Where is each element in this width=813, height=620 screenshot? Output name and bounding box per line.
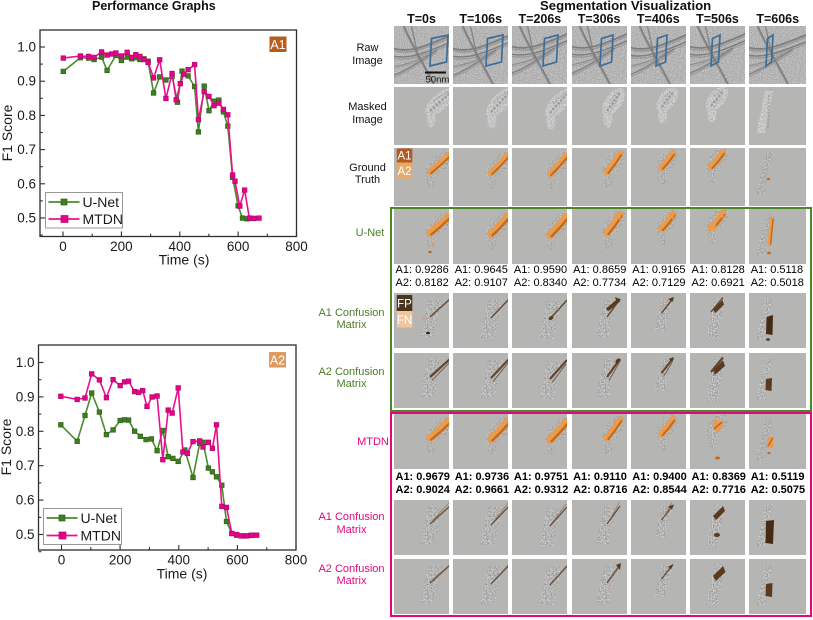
svg-text:400: 400 — [168, 553, 191, 568]
svg-text:A2: A2 — [397, 166, 411, 178]
svg-text:0: 0 — [59, 239, 67, 254]
svg-text:A2: A2 — [270, 354, 285, 368]
svg-text:0.7: 0.7 — [16, 458, 35, 473]
svg-text:F1 Score: F1 Score — [0, 418, 14, 475]
svg-text:MTDN: MTDN — [81, 528, 121, 544]
svg-text:600: 600 — [227, 239, 250, 254]
svg-text:0: 0 — [58, 553, 66, 568]
svg-text:A1: A1 — [397, 151, 411, 163]
svg-text:0.9: 0.9 — [16, 389, 35, 404]
svg-text:F1 Score: F1 Score — [0, 104, 15, 161]
svg-text:400: 400 — [169, 239, 192, 254]
svg-text:FP: FP — [397, 298, 412, 310]
svg-text:FN: FN — [397, 315, 412, 327]
svg-text:U-Net: U-Net — [83, 194, 120, 210]
svg-text:0.6: 0.6 — [17, 176, 36, 191]
svg-text:Time (s): Time (s) — [159, 252, 210, 268]
svg-text:800: 800 — [285, 239, 308, 254]
svg-text:0.7: 0.7 — [17, 142, 36, 157]
svg-text:200: 200 — [109, 553, 132, 568]
svg-text:U-Net: U-Net — [81, 510, 118, 526]
svg-text:MTDN: MTDN — [83, 211, 123, 227]
svg-text:A1: A1 — [270, 38, 285, 52]
svg-text:1.0: 1.0 — [16, 355, 35, 370]
svg-text:0.8: 0.8 — [17, 108, 36, 123]
svg-text:Time (s): Time (s) — [157, 566, 208, 582]
svg-text:0.6: 0.6 — [16, 493, 35, 508]
svg-text:200: 200 — [110, 239, 133, 254]
svg-text:1.0: 1.0 — [17, 40, 36, 55]
svg-text:600: 600 — [226, 553, 249, 568]
svg-text:50nm: 50nm — [426, 75, 450, 85]
svg-text:0.5: 0.5 — [17, 211, 36, 226]
svg-text:0.8: 0.8 — [16, 424, 35, 439]
svg-text:800: 800 — [285, 553, 308, 568]
svg-text:0.5: 0.5 — [16, 527, 35, 542]
svg-text:0.9: 0.9 — [17, 74, 36, 89]
